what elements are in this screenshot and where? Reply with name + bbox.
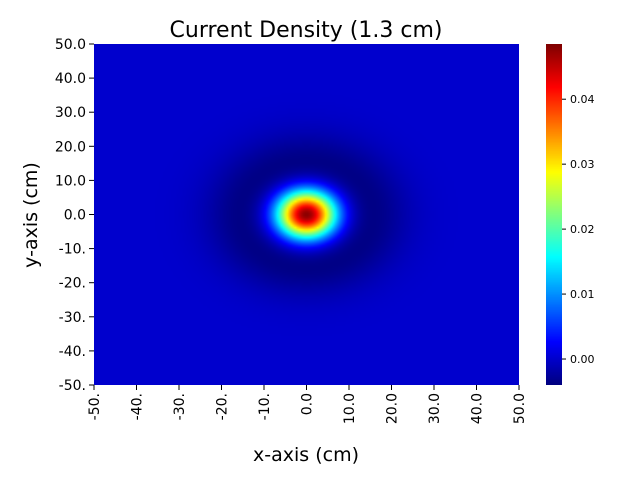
y-tick-label: 40.0 [55, 71, 86, 87]
colorbar-image [546, 44, 562, 385]
y-tick-label: 50.0 [55, 37, 86, 53]
colorbar-tick-label: 0.02 [570, 223, 595, 236]
y-tick-label: -30. [59, 310, 86, 326]
colorbar-tick-label: 0.01 [570, 288, 595, 301]
colorbar-tick-label: 0.04 [570, 93, 595, 106]
heatmap-image [94, 44, 519, 385]
heatmap-plot-area [94, 44, 519, 385]
y-tick-label: -20. [59, 276, 86, 292]
y-tick-label: -40. [59, 344, 86, 360]
x-tick-label: 40.0 [470, 393, 486, 424]
x-tick-label: 10.0 [342, 393, 358, 424]
y-tick-label: 0.0 [64, 208, 86, 224]
y-tick-label: -50. [59, 378, 86, 394]
x-tick-label: -50. [87, 393, 103, 420]
x-axis-ticks: -50. -40. -30. -20. -10. 0.0 10.0 20.0 30.0 40.0 5… [87, 385, 528, 424]
colorbar-ticks: 0.00 0.01 0.02 0.03 0.04 [562, 93, 595, 366]
y-tick-label: 30.0 [55, 105, 86, 121]
x-tick-label: 30.0 [427, 393, 443, 424]
y-axis-title: y-axis (cm) [20, 162, 42, 268]
y-axis-ticks: 50.0 40.0 30.0 20.0 10.0 0.0 -10. -20. -30. -40. -… [55, 37, 94, 394]
x-tick-label: -10. [257, 393, 273, 420]
x-tick-label: 0.0 [300, 393, 316, 415]
colorbar: 0.00 0.01 0.02 0.03 0.04 [546, 44, 595, 385]
y-tick-label: 10.0 [55, 173, 86, 189]
x-tick-label: -20. [215, 393, 231, 420]
colorbar-tick-label: 0.00 [570, 353, 595, 366]
x-axis-title: x-axis (cm) [253, 444, 359, 466]
x-tick-label: 20.0 [385, 393, 401, 424]
chart-title: Current Density (1.3 cm) [170, 18, 443, 43]
colorbar-tick-label: 0.03 [570, 158, 595, 171]
x-tick-label: 50.0 [512, 393, 528, 424]
x-tick-label: -30. [172, 393, 188, 420]
y-tick-label: -10. [59, 242, 86, 258]
x-tick-label: -40. [130, 393, 146, 420]
y-tick-label: 20.0 [55, 139, 86, 155]
